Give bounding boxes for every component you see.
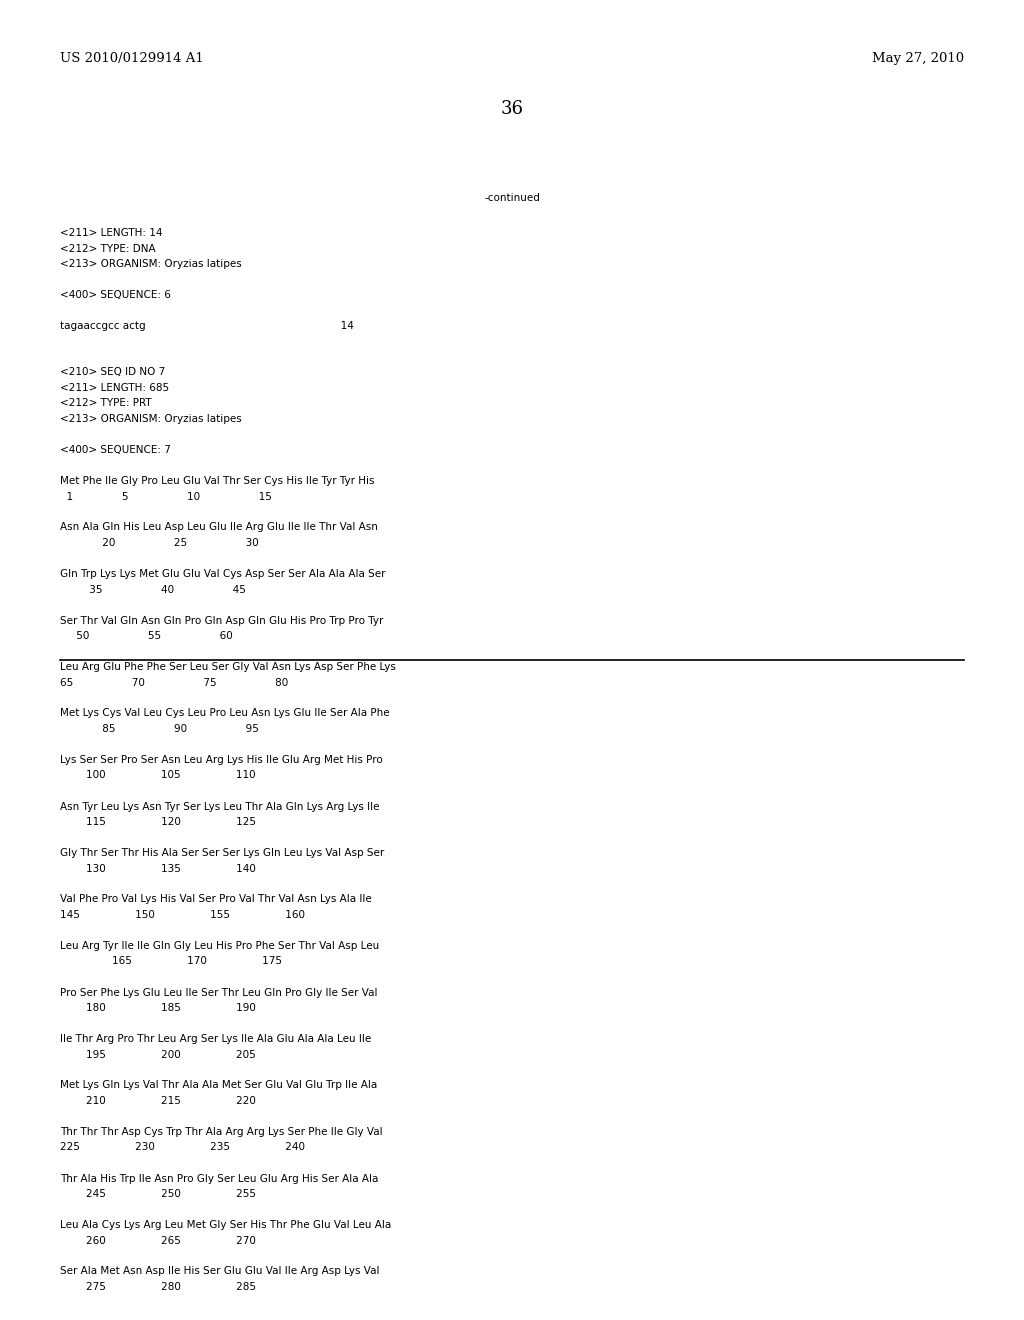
Text: 145                 150                 155                 160: 145 150 155 160 (60, 909, 305, 920)
Text: Met Phe Ile Gly Pro Leu Glu Val Thr Ser Cys His Ile Tyr Tyr His: Met Phe Ile Gly Pro Leu Glu Val Thr Ser … (60, 477, 375, 486)
Text: US 2010/0129914 A1: US 2010/0129914 A1 (60, 51, 204, 65)
Text: 260                 265                 270: 260 265 270 (60, 1236, 256, 1246)
Text: 245                 250                 255: 245 250 255 (60, 1189, 256, 1199)
Text: Thr Thr Thr Asp Cys Trp Thr Ala Arg Arg Lys Ser Phe Ile Gly Val: Thr Thr Thr Asp Cys Trp Thr Ala Arg Arg … (60, 1127, 383, 1137)
Text: Leu Arg Tyr Ile Ile Gln Gly Leu His Pro Phe Ser Thr Val Asp Leu: Leu Arg Tyr Ile Ile Gln Gly Leu His Pro … (60, 941, 379, 950)
Text: Leu Ala Cys Lys Arg Leu Met Gly Ser His Thr Phe Glu Val Leu Ala: Leu Ala Cys Lys Arg Leu Met Gly Ser His … (60, 1220, 391, 1230)
Text: tagaaccgcc actg                                                            14: tagaaccgcc actg 14 (60, 321, 354, 331)
Text: May 27, 2010: May 27, 2010 (871, 51, 964, 65)
Text: <213> ORGANISM: Oryzias latipes: <213> ORGANISM: Oryzias latipes (60, 259, 242, 269)
Text: 50                  55                  60: 50 55 60 (60, 631, 232, 642)
Text: 225                 230                 235                 240: 225 230 235 240 (60, 1143, 305, 1152)
Text: Met Lys Cys Val Leu Cys Leu Pro Leu Asn Lys Glu Ile Ser Ala Phe: Met Lys Cys Val Leu Cys Leu Pro Leu Asn … (60, 709, 389, 718)
Text: <400> SEQUENCE: 6: <400> SEQUENCE: 6 (60, 290, 171, 300)
Text: Val Phe Pro Val Lys His Val Ser Pro Val Thr Val Asn Lys Ala Ile: Val Phe Pro Val Lys His Val Ser Pro Val … (60, 895, 372, 904)
Text: 275                 280                 285: 275 280 285 (60, 1282, 256, 1292)
Text: <213> ORGANISM: Oryzias latipes: <213> ORGANISM: Oryzias latipes (60, 414, 242, 424)
Text: <400> SEQUENCE: 7: <400> SEQUENCE: 7 (60, 445, 171, 455)
Text: Ser Ala Met Asn Asp Ile His Ser Glu Glu Val Ile Arg Asp Lys Val: Ser Ala Met Asn Asp Ile His Ser Glu Glu … (60, 1266, 380, 1276)
Text: <212> TYPE: PRT: <212> TYPE: PRT (60, 399, 152, 408)
Text: Ser Thr Val Gln Asn Gln Pro Gln Asp Gln Glu His Pro Trp Pro Tyr: Ser Thr Val Gln Asn Gln Pro Gln Asp Gln … (60, 615, 383, 626)
Text: 1               5                  10                  15: 1 5 10 15 (60, 491, 272, 502)
Text: Asn Tyr Leu Lys Asn Tyr Ser Lys Leu Thr Ala Gln Lys Arg Lys Ile: Asn Tyr Leu Lys Asn Tyr Ser Lys Leu Thr … (60, 801, 380, 812)
Text: <210> SEQ ID NO 7: <210> SEQ ID NO 7 (60, 367, 165, 378)
Text: 130                 135                 140: 130 135 140 (60, 863, 256, 874)
Text: Lys Ser Ser Pro Ser Asn Leu Arg Lys His Ile Glu Arg Met His Pro: Lys Ser Ser Pro Ser Asn Leu Arg Lys His … (60, 755, 383, 766)
Text: Thr Ala His Trp Ile Asn Pro Gly Ser Leu Glu Arg His Ser Ala Ala: Thr Ala His Trp Ile Asn Pro Gly Ser Leu … (60, 1173, 379, 1184)
Text: 36: 36 (501, 100, 523, 117)
Text: <212> TYPE: DNA: <212> TYPE: DNA (60, 243, 156, 253)
Text: Met Lys Gln Lys Val Thr Ala Ala Met Ser Glu Val Glu Trp Ile Ala: Met Lys Gln Lys Val Thr Ala Ala Met Ser … (60, 1081, 377, 1090)
Text: Pro Ser Phe Lys Glu Leu Ile Ser Thr Leu Gln Pro Gly Ile Ser Val: Pro Ser Phe Lys Glu Leu Ile Ser Thr Leu … (60, 987, 378, 998)
Text: 85                  90                  95: 85 90 95 (60, 723, 259, 734)
Text: 115                 120                 125: 115 120 125 (60, 817, 256, 828)
Text: 35                  40                  45: 35 40 45 (60, 585, 246, 594)
Text: 20                  25                  30: 20 25 30 (60, 539, 259, 548)
Text: Asn Ala Gln His Leu Asp Leu Glu Ile Arg Glu Ile Ile Thr Val Asn: Asn Ala Gln His Leu Asp Leu Glu Ile Arg … (60, 523, 378, 532)
Text: 210                 215                 220: 210 215 220 (60, 1096, 256, 1106)
Text: 180                 185                 190: 180 185 190 (60, 1003, 256, 1012)
Text: <211> LENGTH: 685: <211> LENGTH: 685 (60, 383, 169, 393)
Text: 65                  70                  75                  80: 65 70 75 80 (60, 677, 288, 688)
Text: 195                 200                 205: 195 200 205 (60, 1049, 256, 1060)
Text: 100                 105                 110: 100 105 110 (60, 771, 256, 780)
Text: <211> LENGTH: 14: <211> LENGTH: 14 (60, 228, 163, 238)
Text: Leu Arg Glu Phe Phe Ser Leu Ser Gly Val Asn Lys Asp Ser Phe Lys: Leu Arg Glu Phe Phe Ser Leu Ser Gly Val … (60, 663, 396, 672)
Text: Ile Thr Arg Pro Thr Leu Arg Ser Lys Ile Ala Glu Ala Ala Leu Ile: Ile Thr Arg Pro Thr Leu Arg Ser Lys Ile … (60, 1034, 372, 1044)
Text: Gly Thr Ser Thr His Ala Ser Ser Ser Lys Gln Leu Lys Val Asp Ser: Gly Thr Ser Thr His Ala Ser Ser Ser Lys … (60, 847, 384, 858)
Text: -continued: -continued (484, 193, 540, 203)
Text: Gln Trp Lys Lys Met Glu Glu Val Cys Asp Ser Ser Ala Ala Ala Ser: Gln Trp Lys Lys Met Glu Glu Val Cys Asp … (60, 569, 385, 579)
Text: 165                 170                 175: 165 170 175 (60, 957, 282, 966)
